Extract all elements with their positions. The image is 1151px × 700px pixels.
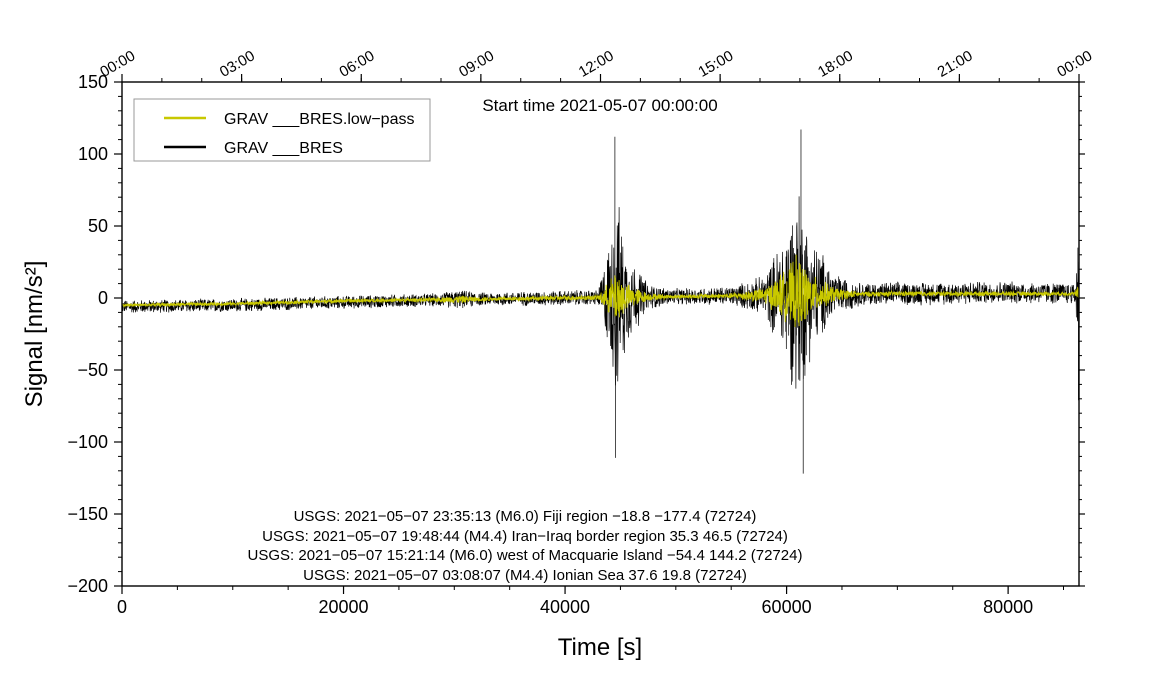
chart-subtitle: Start time 2021-05-07 00:00:00 [482,96,717,115]
y-axis-title: Signal [nm/s²] [21,261,48,408]
y-tick-label: 100 [78,144,108,164]
x-tick-label: 0 [117,597,127,617]
event-annotations: USGS: 2021−05−07 23:35:13 (M6.0) Fiji re… [248,508,803,584]
top-tick-label: 03:00 [217,47,258,80]
top-tick-label: 15:00 [695,47,736,80]
top-tick-label: 12:00 [576,47,617,80]
top-tick-label: 18:00 [815,47,856,80]
y-tick-label: −200 [67,576,108,596]
x-axis-title: Time [s] [558,634,642,661]
legend-label-raw: GRAV ___BRES [224,140,343,157]
x-axis-ticks: 0 20000 40000 60000 80000 [117,586,1033,617]
series-line [122,254,1079,328]
annotation-line: USGS: 2021−05−07 19:48:44 (M4.4) Iran−Ir… [262,528,788,545]
x-tick-label: 60000 [762,597,812,617]
x-tick-label: 20000 [318,597,368,617]
top-tick-label: 09:00 [456,47,497,80]
top-tick-label: 06:00 [336,47,377,80]
top-tick-label: 00:00 [97,47,138,80]
x-tick-label: 80000 [983,597,1033,617]
top-time-axis: 00:00 03:00 06:00 09:00 12:00 15:00 18:00 21:00… [97,47,1095,82]
y-tick-label: 50 [88,216,108,236]
x-tick-label: 40000 [540,597,590,617]
y-tick-label: −50 [77,360,108,380]
legend: GRAV ___BRES.low−pass GRAV ___BRES [133,98,431,162]
legend-box [133,98,431,162]
y-tick-label: 0 [98,288,108,308]
top-tick-label: 21:00 [935,47,976,80]
annotation-line: USGS: 2021−05−07 23:35:13 (M6.0) Fiji re… [294,508,757,525]
legend-label-low-pass: GRAV ___BRES.low−pass [224,111,414,128]
y-tick-label: −150 [67,504,108,524]
traces-layer [122,129,1079,474]
y-tick-label: 150 [78,72,108,92]
annotation-line: USGS: 2021−05−07 15:21:14 (M6.0) west of… [248,547,803,564]
y-tick-label: −100 [67,432,108,452]
series-line [122,129,1079,474]
y-axis-ticks: −200 −150 −100 −50 0 50 100 150 [67,72,1085,596]
top-tick-label: 00:00 [1054,47,1095,80]
annotation-line: USGS: 2021−05−07 03:08:07 (M4.4) Ionian … [303,567,747,584]
